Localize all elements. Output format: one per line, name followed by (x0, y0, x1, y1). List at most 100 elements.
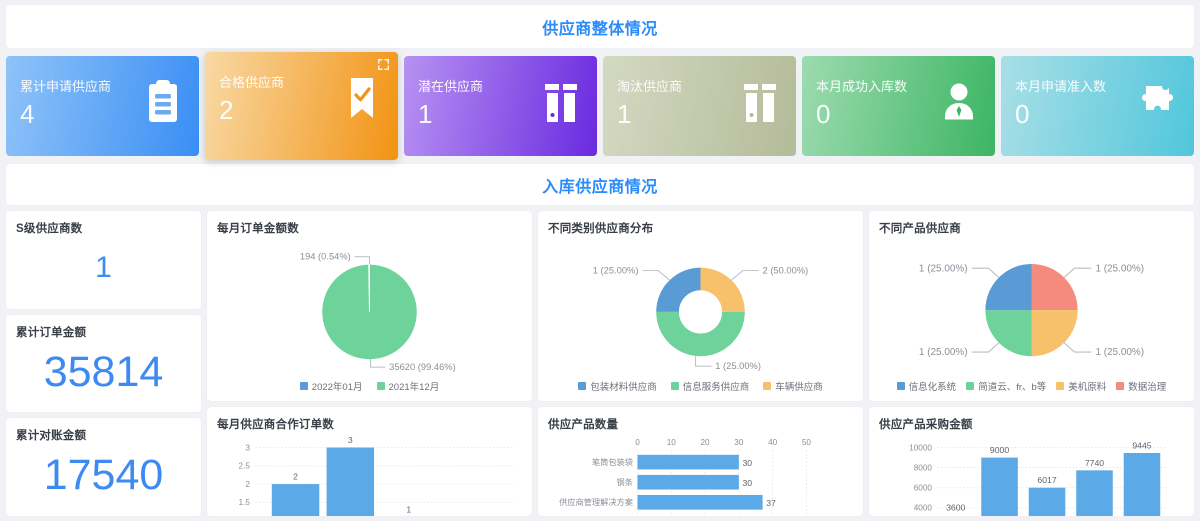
stat-card-cumulative-order-amount: 累计订单金额 35814 (6, 314, 201, 413)
legend-item[interactable]: 2022年01月 (299, 379, 363, 393)
chart-row-top: 每月订单金额数 194 (0.54%) 35620 (99.46%) (207, 211, 1194, 401)
bar-chart-supply-product-quantity[interactable]: 0 10 20 30 40 50 笔筒包装袋 (538, 432, 863, 516)
stat-title: 累计对账金额 (16, 430, 87, 443)
puzzle-icon (1138, 80, 1178, 124)
bar[interactable] (981, 457, 1018, 516)
y-axis-tick: 4000 (914, 504, 933, 513)
chart-legend: 信息化系统 简道云、fr、b等 美机原料 数据治理 (869, 379, 1194, 401)
pie-chart-monthly-order-amount[interactable]: 194 (0.54%) 35620 (99.46%) (207, 236, 532, 379)
x-axis-tick: 50 (802, 438, 812, 447)
kpi-card-month-success-instock[interactable]: 本月成功入库数 0 (802, 56, 995, 156)
stat-title: 累计订单金额 (16, 326, 87, 339)
chart-card-supply-product-quantity: 供应产品数量 0 10 20 30 40 50 (538, 407, 863, 516)
bar[interactable] (637, 495, 763, 510)
bar[interactable] (271, 484, 320, 516)
bar-chart-monthly-cooperation-orders[interactable]: 3 2.5 2 1.5 2 3 1 (207, 432, 532, 516)
stat-title: S级供应商数 (16, 223, 83, 235)
kpi-label: 淘汰供应商 (617, 79, 683, 94)
chart-title: 不同类别供应商分布 (548, 223, 654, 235)
kpi-card-cumulative-applied-suppliers[interactable]: 累计申请供应商 4 (6, 56, 199, 156)
y-axis-tick: 8000 (914, 463, 933, 472)
legend-swatch-icon (670, 382, 679, 390)
chart-grid: 每月订单金额数 194 (0.54%) 35620 (99.46%) (207, 211, 1194, 516)
bar-value-label: 7740 (1085, 458, 1104, 468)
legend-label: 信息化系统 (908, 382, 957, 393)
legend-item[interactable]: 简道云、fr、b等 (966, 379, 1046, 393)
stat-value: 35814 (43, 347, 164, 396)
bar-value-label: 3600 (946, 503, 965, 513)
bar[interactable] (1028, 487, 1066, 516)
legend-item[interactable]: 车辆供应商 (763, 379, 823, 393)
banner-overall-title: 供应商整体情况 (542, 20, 658, 38)
donut-chart-supplier-category[interactable]: 1 (25.00%) 2 (50.00%) 1 (25.00%) (538, 236, 863, 379)
kpi-label: 累计申请供应商 (20, 79, 112, 94)
legend-swatch-icon (763, 382, 772, 390)
chart-card-product-supplier: 不同产品供应商 1 (25.00%) 1 (869, 211, 1194, 401)
pie-chart-product-supplier[interactable]: 1 (25.00%) 1 (25.00%) 1 (25.00%) 1 (25.0… (869, 236, 1194, 379)
legend-label: 简道云、fr、b等 (978, 382, 1047, 393)
pie-slice-label: 1 (25.00%) (715, 361, 761, 371)
legend-item[interactable]: 2021年12月 (376, 379, 439, 393)
legend-swatch-icon (966, 382, 975, 390)
pie-slice-label: 1 (25.00%) (1095, 263, 1144, 274)
legend-swatch-icon (896, 382, 905, 390)
legend-swatch-icon (1116, 382, 1125, 390)
legend-label: 包装材料供应商 (590, 382, 657, 393)
bar-value-label: 2 (293, 471, 298, 481)
bar[interactable] (326, 447, 375, 516)
kpi-card-month-application-admission[interactable]: 本月申请准入数 0 (1001, 56, 1194, 156)
x-axis-tick: 0 (635, 438, 640, 447)
legend-swatch-icon (376, 382, 385, 390)
fullscreen-expand-icon[interactable] (378, 59, 389, 70)
bar-value-label: 1 (406, 504, 411, 514)
kpi-text-block: 本月成功入库数 0 (816, 78, 907, 129)
kpi-value: 1 (617, 99, 632, 129)
bar-value-label: 9445 (1132, 440, 1151, 450)
kpi-text-block: 淘汰供应商 1 (617, 78, 682, 129)
bar-value-label: 30 (743, 458, 753, 468)
chart-title: 每月供应商合作订单数 (217, 419, 334, 431)
x-axis-tick: 10 (667, 438, 677, 447)
legend-item[interactable]: 数据治理 (1116, 379, 1166, 393)
bar[interactable] (1076, 470, 1113, 516)
y-axis-category: 供应商管理解决方案 (559, 497, 633, 507)
y-axis-tick: 1.5 (238, 498, 250, 507)
legend-item[interactable]: 信息化系统 (896, 379, 957, 393)
bar-chart-supply-product-purchase-amount[interactable]: 10000 8000 6000 4000 3600 9000 6017 7740 (869, 432, 1194, 516)
legend-item[interactable]: 包装材料供应商 (578, 379, 657, 393)
stat-card-s-level-suppliers: S级供应商数 1 (6, 211, 201, 309)
banner-overall: 供应商整体情况 (6, 5, 1194, 48)
bar[interactable] (637, 454, 739, 470)
bookmark-check-icon (342, 76, 382, 120)
kpi-label: 潜在供应商 (418, 79, 484, 94)
legend-label: 2022年01月 (311, 382, 363, 393)
chart-title: 不同产品供应商 (879, 223, 961, 235)
kpi-value: 4 (20, 99, 35, 129)
kpi-card-potential-suppliers[interactable]: 潜在供应商 1 (404, 56, 597, 156)
bar-value-label: 30 (743, 478, 753, 488)
y-axis-category: 笔筒包装袋 (592, 457, 633, 467)
legend-swatch-icon (299, 382, 308, 390)
bar[interactable] (1123, 453, 1161, 516)
stat-value: 17540 (43, 451, 164, 500)
kpi-card-eliminated-suppliers[interactable]: 淘汰供应商 1 (603, 56, 796, 156)
kpi-value: 1 (418, 99, 433, 129)
legend-item[interactable]: 美机原料 (1056, 379, 1106, 393)
stat-column: S级供应商数 1 累计订单金额 35814 累计对账金额 17540 (6, 211, 201, 517)
y-axis-tick: 2 (245, 480, 250, 489)
bar[interactable] (637, 474, 739, 490)
kpi-label: 本月成功入库数 (816, 79, 908, 94)
y-axis-category: 钢条 (617, 477, 633, 487)
pie-slice-label: 194 (0.54%) (300, 252, 351, 262)
legend-item[interactable]: 信息服务供应商 (670, 379, 749, 393)
x-axis-tick: 30 (734, 438, 744, 447)
chart-legend: 包装材料供应商 信息服务供应商 车辆供应商 (538, 379, 863, 401)
kpi-text-block: 本月申请准入数 0 (1015, 78, 1106, 129)
kpi-card-qualified-suppliers[interactable]: 合格供应商 2 (205, 52, 398, 160)
person-icon (939, 80, 979, 124)
bar-value-label: 37 (766, 498, 776, 508)
chart-card-monthly-order-amount: 每月订单金额数 194 (0.54%) 35620 (99.46%) (207, 211, 532, 401)
chart-legend: 2022年01月 2021年12月 (207, 379, 532, 401)
y-axis-tick: 3 (245, 443, 250, 452)
bar-value-label: 3 (348, 435, 353, 445)
